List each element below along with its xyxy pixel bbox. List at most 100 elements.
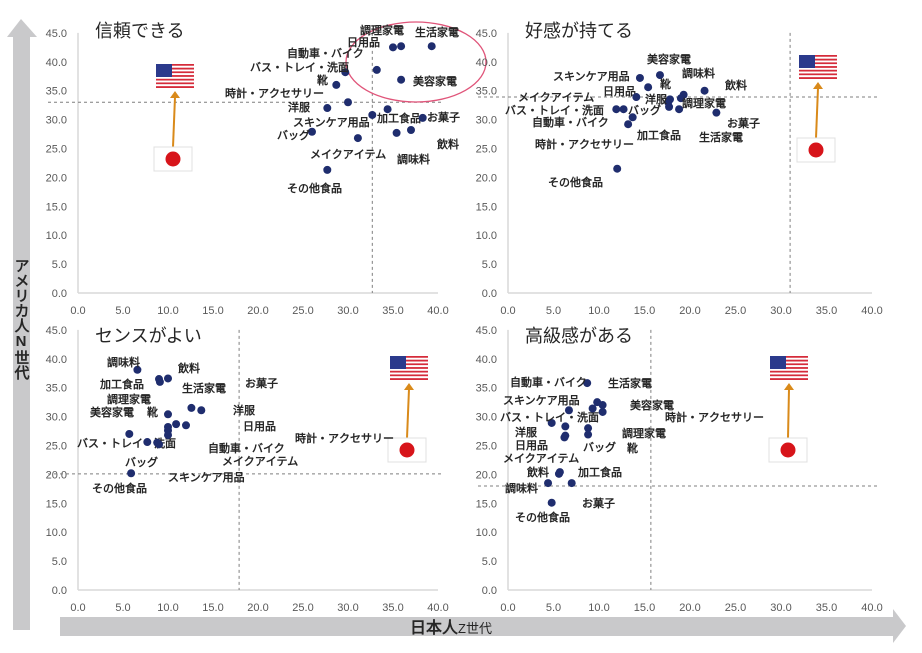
us-flag-stripe — [799, 66, 837, 68]
x-tick-label: 20.0 — [679, 602, 700, 614]
data-label: 日用品 — [603, 85, 636, 98]
data-label: スキンケア用品 — [293, 116, 370, 129]
y-axis-arrow — [7, 19, 37, 630]
data-point — [561, 431, 570, 440]
us-flag-stripe — [770, 370, 808, 373]
y-tick-label: 0.0 — [52, 585, 67, 597]
data-point — [675, 105, 684, 114]
data-point — [127, 469, 136, 478]
y-tick-label: 15.0 — [46, 498, 67, 510]
y-tick-label: 25.0 — [476, 441, 497, 453]
data-label: 洋服 — [515, 425, 538, 439]
data-point — [612, 105, 621, 114]
us-flag-icon — [770, 356, 808, 380]
us-flag-stripe — [390, 365, 428, 368]
data-label: 美容家電 — [90, 405, 134, 419]
y-tick-label: 25.0 — [46, 441, 67, 453]
data-point — [164, 374, 172, 383]
x-tick-label: 15.0 — [634, 602, 655, 614]
us-flag-stripe — [770, 357, 808, 360]
x-tick-label: 30.0 — [337, 305, 358, 317]
data-point — [164, 410, 172, 419]
us-flag-stripe — [156, 65, 194, 68]
data-label: 時計・アクセサリー — [225, 86, 324, 100]
data-point — [344, 98, 352, 107]
us-flag-stripe — [156, 82, 194, 85]
flag-arrow-head — [784, 383, 794, 390]
data-label: バッグ — [628, 103, 661, 117]
data-point — [712, 108, 721, 117]
y-tick-label: 0.0 — [482, 288, 497, 300]
data-label: メイクアイテム — [503, 452, 579, 465]
data-label: 生活家電 — [182, 381, 226, 395]
data-point — [172, 420, 181, 429]
data-point — [632, 93, 641, 102]
data-label: 自動車・バイク — [510, 375, 587, 389]
flag-arrow-head — [404, 383, 414, 390]
data-label: スキンケア用品 — [553, 70, 630, 83]
japan-flag-icon — [153, 146, 193, 172]
us-flag-stripe — [770, 359, 808, 362]
data-label: 生活家電 — [699, 130, 743, 144]
us-flag-canton — [390, 356, 406, 369]
data-point — [368, 110, 377, 119]
y-tick-label: 10.0 — [476, 527, 497, 539]
x-tick-label: 10.0 — [157, 305, 178, 317]
x-tick-label: 35.0 — [816, 305, 837, 317]
y-tick-label: 10.0 — [476, 230, 497, 242]
data-label: 美容家電 — [413, 74, 457, 88]
x-tick-label: 40.0 — [861, 305, 882, 317]
data-point — [182, 421, 190, 430]
data-point — [341, 68, 350, 77]
y-tick-label: 45.0 — [476, 28, 497, 40]
x-tick-label: 0.0 — [500, 305, 515, 317]
us-flag-stripe — [390, 363, 428, 366]
data-label: 美容家電 — [630, 398, 674, 412]
us-flag-stripe — [390, 378, 428, 380]
data-label: バッグ — [125, 455, 158, 469]
data-label: お菓子 — [427, 110, 460, 124]
x-axis-label-main: 日本人 — [410, 618, 459, 637]
us-flag-stripe — [390, 376, 428, 379]
data-label: 加工食品 — [636, 128, 681, 142]
y-tick-label: 30.0 — [46, 115, 67, 127]
data-label: 日用品 — [243, 420, 276, 433]
y-tick-label: 35.0 — [476, 86, 497, 98]
data-label: バッグ — [277, 128, 310, 142]
data-label: 日用品 — [347, 36, 380, 49]
y-tick-label: 40.0 — [46, 354, 67, 366]
data-label: 生活家電 — [608, 376, 652, 390]
x-tick-label: 5.0 — [546, 305, 561, 317]
y-tick-label: 10.0 — [46, 527, 67, 539]
flag-arrow — [172, 96, 176, 148]
data-label: 靴 — [147, 405, 158, 419]
x-tick-label: 40.0 — [427, 602, 448, 614]
y-tick-label: 25.0 — [46, 144, 67, 156]
data-point — [567, 479, 576, 488]
us-flag-stripe — [156, 86, 194, 88]
x-tick-label: 20.0 — [247, 602, 268, 614]
data-label: 飲料 — [436, 137, 459, 151]
data-label: 調理家電 — [107, 392, 151, 406]
data-point — [700, 86, 709, 95]
us-flag-stripe — [770, 367, 808, 369]
data-label: 加工食品 — [577, 465, 622, 479]
japan-flag-disc — [808, 142, 824, 158]
data-label: 洋服 — [288, 100, 311, 114]
us-flag-icon — [156, 64, 194, 88]
us-flag-stripe — [770, 365, 808, 368]
us-flag-stripe — [770, 368, 808, 371]
us-flag-stripe — [390, 374, 428, 377]
data-label: その他食品 — [548, 175, 603, 189]
x-tick-label: 15.0 — [202, 305, 223, 317]
japan-flag-icon — [796, 137, 836, 163]
data-point — [133, 365, 142, 374]
y-tick-label: 15.0 — [476, 498, 497, 510]
us-flag-stripe — [799, 67, 837, 70]
us-flag-stripe — [156, 73, 194, 76]
y-tick-label: 5.0 — [52, 259, 67, 271]
y-tick-label: 0.0 — [482, 585, 497, 597]
data-point — [619, 105, 628, 114]
y-tick-label: 20.0 — [46, 172, 67, 184]
us-flag-canton — [799, 55, 815, 68]
